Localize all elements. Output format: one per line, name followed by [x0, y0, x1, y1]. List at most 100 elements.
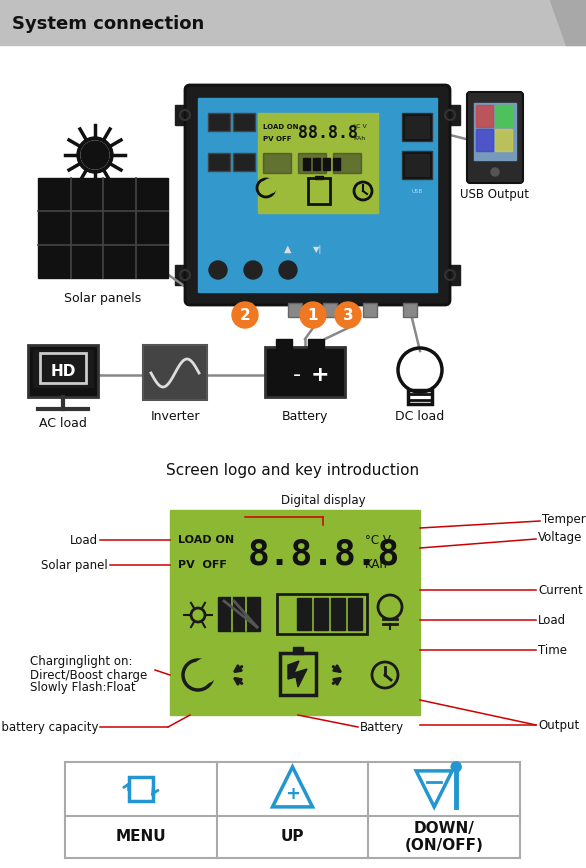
Text: Output: Output [538, 719, 579, 732]
Bar [348, 598, 362, 630]
Bar [474, 103, 516, 160]
FancyBboxPatch shape [467, 92, 523, 183]
Bar [495, 105, 512, 127]
Bar [233, 153, 255, 171]
Text: 1: 1 [308, 307, 318, 323]
Text: Load: Load [538, 614, 566, 627]
Text: Direct/Boost charge: Direct/Boost charge [30, 668, 147, 681]
Text: System connection: System connection [12, 15, 205, 33]
Bar [276, 339, 292, 349]
Text: Slowly Flash:Float: Slowly Flash:Float [30, 681, 135, 694]
Text: °C V: °C V [353, 124, 367, 129]
Bar [333, 153, 361, 173]
Circle shape [335, 302, 361, 328]
Text: Battery: Battery [360, 720, 404, 733]
Circle shape [279, 261, 297, 279]
Text: USB: USB [411, 189, 423, 194]
Text: Charginglight on:: Charginglight on: [30, 655, 132, 668]
Bar [298, 153, 326, 173]
Bar [402, 113, 432, 141]
Circle shape [232, 302, 258, 328]
Bar [402, 151, 432, 179]
Text: PV OFF: PV OFF [263, 136, 291, 142]
Text: ▼|: ▼| [314, 245, 323, 254]
Bar [405, 116, 429, 138]
Text: ▲: ▲ [284, 244, 292, 254]
Bar [315, 176, 323, 179]
Text: MENU: MENU [115, 830, 166, 845]
Bar [288, 303, 302, 317]
Bar [265, 347, 345, 397]
Bar [323, 303, 337, 317]
Bar [408, 390, 432, 404]
Bar [40, 353, 86, 383]
Circle shape [244, 261, 262, 279]
Polygon shape [550, 0, 586, 45]
Bar [175, 105, 195, 125]
Text: UP: UP [281, 830, 304, 845]
Bar [129, 777, 153, 801]
Bar [363, 303, 377, 317]
Text: Screen logo and key introduction: Screen logo and key introduction [166, 463, 420, 478]
Bar [175, 265, 195, 285]
Text: 8.8.8.8: 8.8.8.8 [248, 537, 400, 571]
Text: +: + [285, 785, 300, 803]
Bar [233, 113, 255, 131]
Text: KAh: KAh [365, 558, 388, 571]
Text: 2: 2 [240, 307, 250, 323]
Bar [333, 158, 340, 170]
Text: Voltage: Voltage [538, 531, 582, 544]
Bar [440, 105, 460, 125]
Bar [405, 154, 429, 176]
Bar [440, 265, 460, 285]
Bar [303, 158, 310, 170]
Circle shape [491, 168, 499, 176]
Text: USB Output: USB Output [461, 188, 530, 201]
Bar [0, 0, 586, 45]
Bar [293, 647, 303, 654]
Text: LOAD ON: LOAD ON [178, 535, 234, 545]
Bar [208, 153, 230, 171]
Bar [280, 653, 316, 695]
Bar [476, 105, 493, 127]
Bar [495, 129, 512, 151]
Bar [280, 598, 294, 630]
Text: HD: HD [50, 364, 76, 378]
Circle shape [81, 141, 109, 169]
Bar [403, 303, 417, 317]
Bar [208, 113, 230, 131]
Polygon shape [288, 661, 307, 687]
Text: KAh: KAh [353, 136, 365, 141]
Text: PV  OFF: PV OFF [178, 560, 227, 570]
Circle shape [81, 141, 109, 169]
Bar [297, 598, 311, 630]
Text: 88.8.8: 88.8.8 [298, 124, 358, 142]
Bar [323, 158, 330, 170]
Bar [143, 345, 207, 400]
Text: Temperature: Temperature [542, 514, 586, 527]
Bar [476, 129, 493, 151]
Bar [331, 598, 345, 630]
Text: -: - [293, 365, 301, 385]
Circle shape [300, 302, 326, 328]
Text: Solar panel: Solar panel [41, 558, 108, 571]
Text: AC load: AC load [39, 417, 87, 430]
Text: °C V: °C V [365, 534, 391, 547]
FancyBboxPatch shape [185, 85, 450, 305]
Text: Solar panels: Solar panels [64, 292, 142, 305]
Text: Load: Load [70, 534, 98, 547]
Bar [65, 762, 520, 858]
Circle shape [77, 137, 113, 173]
Bar [38, 178, 168, 278]
Circle shape [193, 659, 217, 683]
Bar [308, 339, 324, 349]
Bar [238, 303, 252, 317]
Bar [218, 597, 260, 631]
Text: Time: Time [538, 643, 567, 656]
Bar [263, 153, 291, 173]
Bar [33, 350, 93, 387]
Bar [170, 510, 420, 715]
Text: LOAD ON: LOAD ON [263, 124, 298, 130]
Circle shape [209, 261, 227, 279]
Text: 5-segment battery capacity: 5-segment battery capacity [0, 720, 98, 733]
